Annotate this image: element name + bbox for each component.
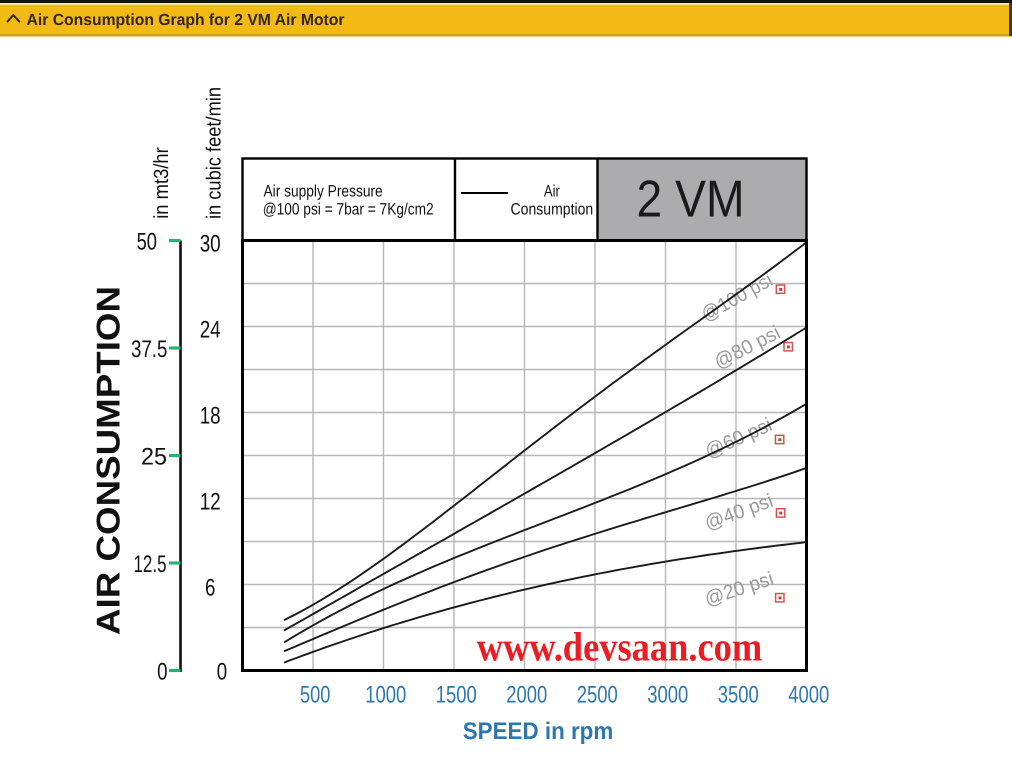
svg-text:25: 25 <box>141 443 167 470</box>
svg-text:SPEED in rpm: SPEED in rpm <box>463 718 614 745</box>
svg-text:500: 500 <box>300 681 330 708</box>
svg-text:3500: 3500 <box>718 681 759 708</box>
svg-text:2000: 2000 <box>506 681 547 708</box>
svg-text:Consumption: Consumption <box>511 200 594 218</box>
svg-text:@100 psi = 7bar = 7Kg/cm2: @100 psi = 7bar = 7Kg/cm2 <box>263 200 434 218</box>
svg-text:2 VM: 2 VM <box>637 171 745 229</box>
svg-text:12: 12 <box>200 489 221 516</box>
svg-text:www.devsaan.com: www.devsaan.com <box>477 624 763 670</box>
svg-text:Air Consumption Graph for 2 VM: Air Consumption Graph for 2 VM Air Motor <box>27 11 346 29</box>
svg-text:2500: 2500 <box>577 681 618 708</box>
svg-text:24: 24 <box>200 317 221 344</box>
svg-text:Air supply Pressure: Air supply Pressure <box>264 183 383 201</box>
svg-text:1500: 1500 <box>436 681 477 708</box>
svg-text:0: 0 <box>157 658 167 685</box>
svg-text:1000: 1000 <box>365 681 406 708</box>
svg-text:18: 18 <box>200 403 221 430</box>
svg-text:0: 0 <box>217 659 227 686</box>
svg-text:AIR CONSUMPTION: AIR CONSUMPTION <box>90 286 127 635</box>
svg-text:37.5: 37.5 <box>131 336 167 363</box>
svg-text:in cubic feet/min: in cubic feet/min <box>203 87 226 219</box>
svg-text:in mt3/hr: in mt3/hr <box>150 147 173 219</box>
svg-text:4000: 4000 <box>788 681 829 708</box>
svg-text:12.5: 12.5 <box>134 551 167 578</box>
svg-text:30: 30 <box>200 231 221 258</box>
svg-text:50: 50 <box>137 228 157 255</box>
svg-text:6: 6 <box>205 575 215 602</box>
svg-text:3000: 3000 <box>647 681 688 708</box>
svg-text:Air: Air <box>544 183 560 201</box>
